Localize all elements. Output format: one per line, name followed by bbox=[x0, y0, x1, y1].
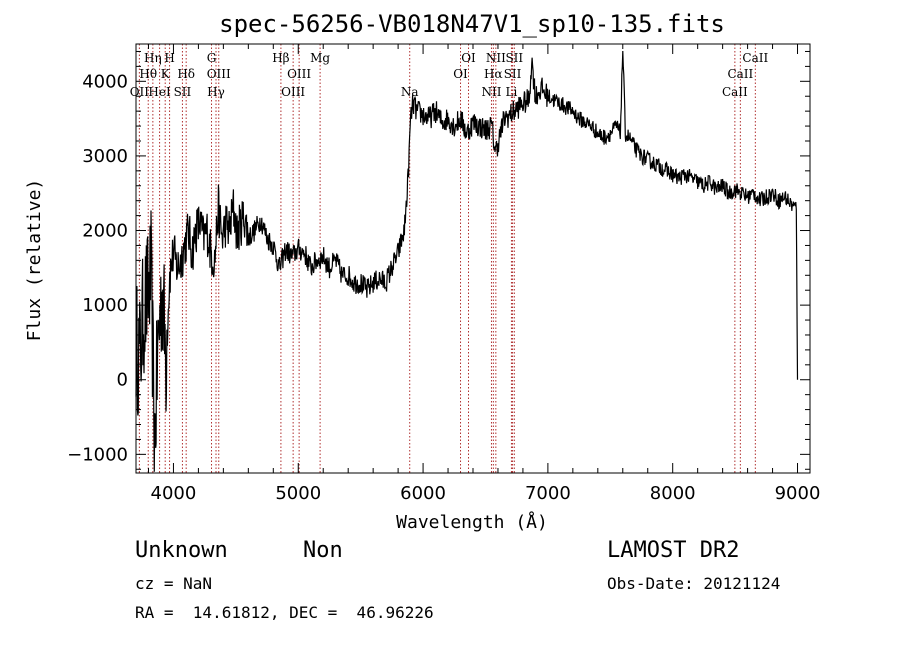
line-marker-label: Na bbox=[401, 85, 419, 99]
line-marker-label: Li bbox=[506, 85, 518, 99]
line-marker-label: K bbox=[161, 67, 171, 81]
x-axis-label: Wavelength (Å) bbox=[396, 511, 548, 533]
line-marker-label: OI bbox=[461, 51, 476, 65]
line-marker-label: HeI bbox=[148, 85, 171, 99]
line-marker-label: SII bbox=[505, 51, 523, 65]
chart-title: spec-56256-VB018N47V1_sp10-135.fits bbox=[219, 10, 725, 38]
spectrum-line bbox=[135, 50, 799, 472]
survey-name: LAMOST DR2 bbox=[607, 538, 740, 563]
plot-frame bbox=[135, 43, 811, 474]
x-tick-label: 4000 bbox=[151, 483, 197, 504]
x-tick-label: 5000 bbox=[275, 483, 321, 504]
y-axis: −1000 0 1000 2000 3000 4000 bbox=[67, 50, 810, 470]
y-tick-label: −1000 bbox=[67, 444, 128, 465]
line-marker-label: Hη bbox=[144, 51, 162, 65]
line-marker-label: OIII bbox=[287, 67, 311, 81]
line-marker-label: NII bbox=[481, 85, 501, 99]
x-axis: 4000 5000 6000 7000 8000 9000 bbox=[147, 44, 821, 504]
line-marker-label: SII bbox=[504, 67, 522, 81]
y-tick-label: 4000 bbox=[82, 71, 128, 92]
x-tick-label: 8000 bbox=[650, 483, 696, 504]
line-marker-label: H bbox=[164, 51, 174, 65]
line-markers bbox=[138, 44, 756, 473]
line-marker-label: Hδ bbox=[177, 67, 195, 81]
y-tick-label: 2000 bbox=[82, 221, 128, 242]
line-marker-label: Hα bbox=[484, 67, 503, 81]
subclass-label: Non bbox=[303, 538, 343, 563]
line-marker-labels: OII Hθ Hη HeI KH SII Hδ G Hγ OIII Hβ OIII OIII Mg Na OI… bbox=[130, 51, 769, 99]
spectrum-chart: spec-56256-VB018N47V1_sp10-135.fits OIIH… bbox=[24, 10, 821, 533]
line-marker-label: OI bbox=[453, 67, 468, 81]
cz-value: cz = NaN bbox=[135, 574, 213, 593]
line-marker-label: OIII bbox=[207, 67, 231, 81]
line-marker-label: CaII bbox=[727, 67, 753, 81]
line-marker-label: CaII bbox=[742, 51, 768, 65]
y-tick-label: 3000 bbox=[82, 146, 128, 167]
class-label: Unknown bbox=[135, 538, 228, 563]
x-tick-label: 9000 bbox=[775, 483, 821, 504]
x-tick-label: 6000 bbox=[400, 483, 446, 504]
y-axis-label: Flux (relative) bbox=[24, 179, 45, 342]
line-marker-label: OII bbox=[130, 85, 150, 99]
observation-date: Obs-Date: 20121124 bbox=[607, 574, 781, 593]
line-marker-label: Mg bbox=[310, 51, 330, 65]
line-marker-label: SII bbox=[174, 85, 192, 99]
line-marker-label: G bbox=[207, 51, 217, 65]
y-tick-label: 1000 bbox=[82, 295, 128, 316]
x-tick-label: 7000 bbox=[525, 483, 571, 504]
line-marker-label: CaII bbox=[722, 85, 748, 99]
ra-dec-coordinates: RA = 14.61812, DEC = 46.96226 bbox=[135, 603, 434, 622]
line-marker-label: Hγ bbox=[207, 85, 225, 99]
line-marker-label: NII bbox=[486, 51, 506, 65]
line-marker-label: Hθ bbox=[139, 67, 157, 81]
line-marker-label: OIII bbox=[281, 85, 305, 99]
line-marker-label: Hβ bbox=[272, 51, 289, 65]
y-tick-label: 0 bbox=[117, 370, 128, 391]
